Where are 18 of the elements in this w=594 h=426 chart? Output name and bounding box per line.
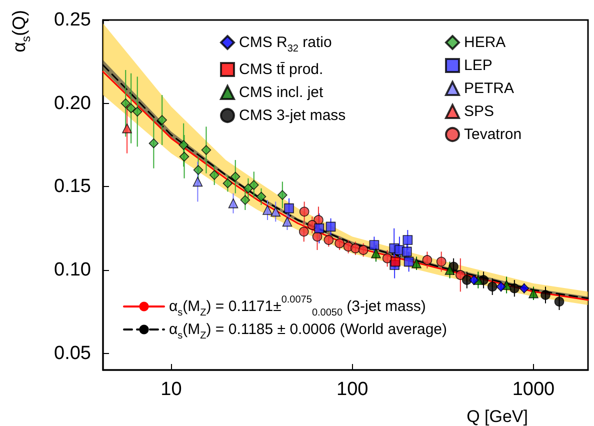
y-tick-label: 0.15 — [54, 176, 91, 198]
legend-label: CMS 3-jet mass — [239, 107, 346, 124]
legend-label: LEP — [464, 57, 492, 74]
x-axis-title: Q [GeV] — [466, 407, 528, 426]
legend-label: CMS tt̄ prod. — [239, 61, 324, 78]
x-tick-label: 1000 — [512, 379, 555, 400]
legend-label: PETRA — [464, 80, 514, 97]
y-axis-title: αs(Q) — [9, 10, 33, 52]
x-tick-label: 100 — [336, 379, 368, 400]
legend-label: SPS — [464, 103, 494, 120]
legend-label: CMS incl. jet — [239, 84, 324, 101]
y-tick-label: 0.25 — [54, 10, 91, 30]
y-tick-label: 0.10 — [54, 260, 91, 280]
x-tick-label: 10 — [160, 379, 182, 400]
legend-label: Tevatron — [464, 126, 522, 143]
legend-label: HERA — [464, 34, 506, 51]
y-tick-label: 0.20 — [54, 92, 91, 114]
y-tick-label: 0.05 — [54, 342, 91, 364]
